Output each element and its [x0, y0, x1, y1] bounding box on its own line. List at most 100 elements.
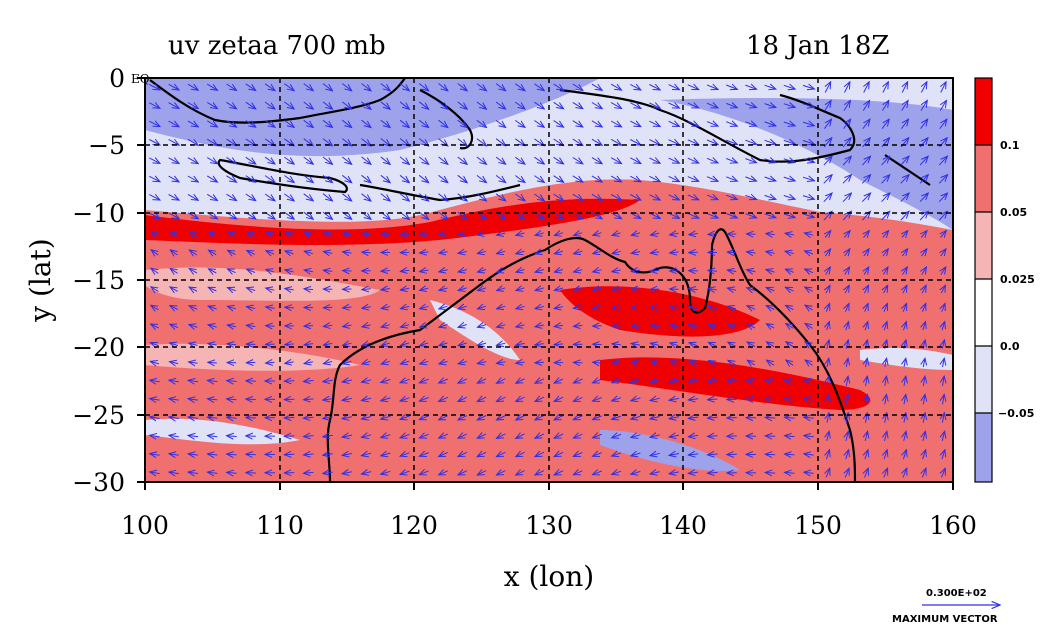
- wind-vector: [764, 140, 776, 144]
- wind-vector: [515, 119, 525, 127]
- wind-vector: [304, 362, 314, 364]
- wind-vector: [515, 101, 525, 109]
- wind-vector: [764, 85, 776, 89]
- wind-vector: [862, 138, 871, 148]
- x-tick-label: 160: [929, 511, 977, 540]
- colorbar-label: 0.1: [1000, 139, 1020, 152]
- wind-vector: [805, 251, 814, 254]
- wind-vector: [650, 343, 660, 345]
- wind-vector: [264, 193, 275, 201]
- wind-vector: [783, 104, 795, 108]
- wind-vector: [904, 322, 907, 331]
- wind-vector: [458, 270, 467, 272]
- wind-vector: [189, 343, 198, 345]
- wind-vector: [706, 195, 718, 200]
- x-tick-label: 130: [525, 511, 573, 540]
- wind-vector: [764, 104, 776, 108]
- colorbar-swatch: [975, 145, 992, 212]
- wind-vector: [495, 119, 506, 127]
- y-tick-labels: 0 −5 −10 −15 −20 −25 −30: [72, 64, 125, 497]
- wind-vector: [688, 417, 699, 418]
- wind-vector: [169, 380, 179, 382]
- java-coastline: [217, 158, 348, 194]
- wind-vector: [593, 288, 602, 290]
- wind-vector: [554, 416, 564, 420]
- wind-vector: [920, 119, 928, 129]
- wind-vector: [612, 434, 622, 437]
- wind-vector: [420, 343, 429, 346]
- wind-vector: [573, 452, 583, 456]
- wind-vector: [303, 101, 314, 109]
- wind-vector: [826, 450, 829, 460]
- wind-vector: [785, 472, 795, 473]
- wind-vector: [400, 270, 410, 271]
- wind-vector: [573, 379, 583, 383]
- wind-vector: [631, 344, 641, 346]
- y-tick-label: −15: [72, 266, 125, 295]
- wind-vector: [399, 101, 409, 110]
- colorbar-label: −0.05: [998, 407, 1034, 420]
- wind-vector: [495, 138, 506, 146]
- wind-vector: [650, 270, 660, 271]
- wind-vector: [457, 174, 468, 182]
- strong-negative-region-coralsea: [660, 98, 953, 230]
- wind-vector: [188, 399, 199, 400]
- wind-vector: [226, 120, 237, 127]
- wind-vector: [361, 193, 372, 201]
- x-tick-labels: 100 110 120 130 140 150 160: [121, 511, 977, 540]
- wind-vector: [866, 376, 868, 386]
- wind-vector: [630, 140, 641, 146]
- wind-vector: [208, 325, 217, 327]
- wind-vector: [786, 360, 794, 365]
- wind-vector: [246, 473, 256, 474]
- wind-vector: [477, 306, 487, 309]
- wind-vector: [649, 158, 660, 163]
- wind-vector: [805, 269, 814, 273]
- wind-vector: [284, 193, 294, 201]
- wind-vector: [189, 306, 198, 310]
- wind-vector: [322, 193, 333, 201]
- wind-vector: [610, 139, 622, 145]
- wind-vector: [495, 101, 506, 109]
- wind-vector: [150, 435, 160, 437]
- wind-vector: [207, 454, 218, 455]
- wind-vector: [169, 417, 179, 419]
- wind-vector: [708, 436, 718, 437]
- wind-vector: [476, 156, 487, 164]
- wind-vector: [805, 305, 813, 310]
- wind-vector: [150, 380, 160, 382]
- colorbar-label: 0.025: [1000, 273, 1035, 286]
- wind-vector: [477, 288, 487, 291]
- wind-vector: [323, 362, 333, 364]
- wind-vector: [668, 140, 680, 145]
- wind-vector: [553, 175, 564, 183]
- wind-vector: [923, 358, 925, 368]
- wind-vector: [535, 325, 544, 327]
- wind-vector: [189, 287, 198, 291]
- wind-vector: [361, 83, 372, 91]
- wind-vector: [670, 252, 679, 253]
- wind-vector: [226, 156, 237, 163]
- wind-vector: [381, 361, 390, 364]
- wind-vector: [846, 450, 849, 460]
- wind-vector: [168, 84, 180, 90]
- wind-vector: [438, 211, 448, 219]
- wind-vector: [942, 450, 945, 460]
- wind-vector: [883, 82, 889, 93]
- wind-vector: [266, 288, 275, 290]
- wind-vector: [516, 325, 525, 327]
- wind-vector: [708, 234, 718, 235]
- wind-vector: [573, 434, 583, 438]
- wind-vector: [303, 83, 314, 91]
- wind-vector: [650, 325, 660, 326]
- wind-vector: [745, 85, 756, 89]
- wind-vector: [745, 159, 756, 163]
- wind-vector: [728, 324, 737, 328]
- wind-vector: [612, 307, 621, 308]
- wind-vector: [554, 325, 564, 326]
- wind-vector: [535, 233, 544, 236]
- wind-vector: [668, 213, 680, 218]
- wind-vector: [187, 83, 198, 90]
- wind-vector: [610, 194, 622, 200]
- wind-vector: [727, 288, 737, 290]
